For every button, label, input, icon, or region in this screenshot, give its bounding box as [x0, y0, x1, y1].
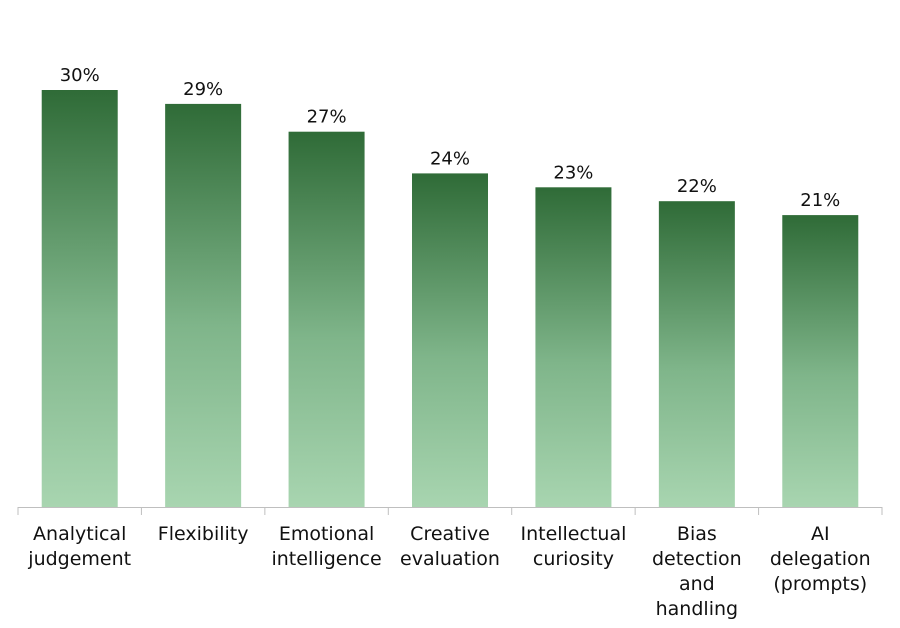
category-label-line: (prompts) — [773, 573, 867, 595]
bars-layer — [41, 90, 859, 508]
bar — [41, 90, 118, 507]
category-label-line: Flexibility — [158, 523, 249, 545]
bar — [658, 201, 735, 507]
bar — [165, 103, 242, 508]
category-label-line: and — [679, 573, 715, 595]
bar-value-label: 21% — [800, 190, 840, 211]
bar-value-label: 22% — [677, 176, 717, 197]
category-label-line: detection — [652, 548, 742, 570]
bar-value-label: 29% — [183, 79, 223, 100]
category-label-line: judgement — [27, 548, 131, 570]
category-label-line: Emotional — [279, 523, 374, 545]
category-label: AI delegation (prompts) — [770, 523, 871, 595]
category-label: Analytical judgement — [27, 523, 131, 570]
category-label-line: curiosity — [533, 548, 614, 570]
bar-value-label: 27% — [307, 107, 347, 128]
category-label: Bias detection and handling — [652, 523, 742, 620]
bar-value-label: 24% — [430, 148, 470, 169]
category-label-line: handling — [656, 598, 738, 620]
category-label-line: Analytical — [33, 523, 126, 545]
value-labels-layer: 30% 29% 27% 24% 23% 22% 21% — [60, 65, 841, 211]
bar — [782, 215, 859, 507]
category-label-line: Bias — [677, 523, 717, 545]
bar-value-label: 30% — [60, 65, 100, 86]
category-label: Creative evaluation — [400, 523, 500, 570]
bar — [288, 131, 365, 507]
category-label-line: Intellectual — [520, 523, 626, 545]
bar — [535, 187, 612, 508]
category-label: Emotional intelligence — [271, 523, 381, 570]
category-label-line: delegation — [770, 548, 871, 570]
category-label: Intellectual curiosity — [520, 523, 626, 570]
category-label: Flexibility — [158, 523, 249, 545]
bar-value-label: 23% — [553, 162, 593, 183]
category-label-line: evaluation — [400, 548, 500, 570]
category-label-line: intelligence — [271, 548, 381, 570]
x-axis-ticks — [17, 507, 883, 515]
category-label-line: AI — [811, 523, 830, 545]
category-labels-layer: Analytical judgement Flexibility Emotional i… — [27, 523, 870, 620]
bar — [412, 173, 488, 507]
category-label-line: Creative — [410, 523, 490, 545]
